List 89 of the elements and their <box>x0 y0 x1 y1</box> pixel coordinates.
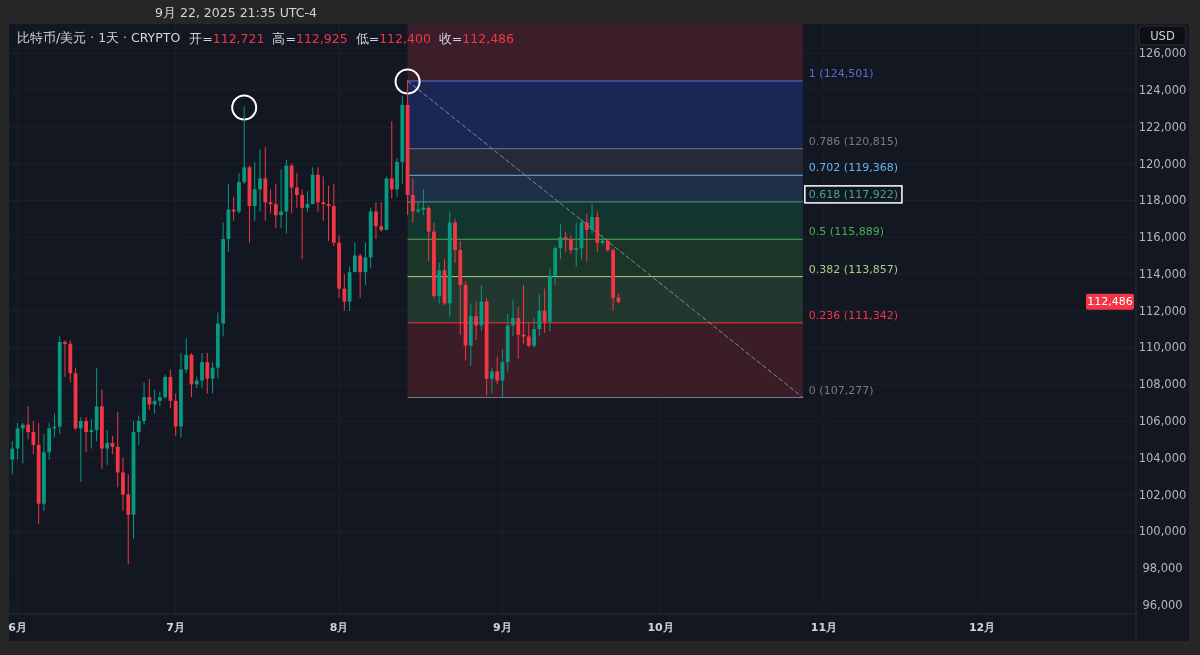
candlestick <box>84 416 88 453</box>
candlestick <box>490 367 494 394</box>
candlestick <box>352 242 357 273</box>
ref-line-label: 0 (107,277) <box>808 383 874 397</box>
y-tick-label: 120,000 <box>1138 156 1187 171</box>
y-tick-label: 98,000 <box>1142 561 1183 576</box>
candlestick <box>537 293 542 337</box>
candlestick <box>273 183 278 229</box>
text: 112,486 <box>1087 295 1133 309</box>
candlestick <box>511 299 515 337</box>
x-tick-label: 10月 <box>647 621 674 634</box>
x-tick-label: 8月 <box>329 621 349 634</box>
x-tick-label: 11月 <box>810 621 838 634</box>
candlestick <box>532 317 536 348</box>
candlestick <box>258 148 262 212</box>
y-tick-label: 108,000 <box>1138 377 1187 392</box>
candlestick <box>342 273 347 312</box>
y-tick-label: 124,000 <box>1138 83 1187 98</box>
y-tick-label: 112,000 <box>1138 303 1187 318</box>
candlestick <box>163 374 168 400</box>
candlestick <box>289 163 294 214</box>
y-tick-label: 100,000 <box>1138 524 1187 539</box>
candlestick <box>574 222 579 268</box>
candlestick <box>200 352 204 389</box>
candlestick <box>31 420 36 455</box>
candlestick <box>279 168 283 229</box>
candlestick <box>147 378 152 411</box>
candlestick <box>78 416 83 483</box>
ref-line-label: 1 (124,501) <box>808 66 874 80</box>
candlestick <box>495 356 500 385</box>
candlestick <box>63 339 67 378</box>
candlestick <box>126 473 131 565</box>
candlestick <box>157 391 162 407</box>
candlestick <box>263 146 268 222</box>
annotation: 0.618 (117,922) <box>808 187 898 201</box>
y-tick-label: 114,000 <box>1138 266 1187 281</box>
y-axis-title: USD <box>1150 28 1175 43</box>
annotation: 收=112,486 <box>438 30 515 45</box>
candlestick <box>295 172 299 209</box>
text: 比特币/美元 · 1天 · CRYPTO <box>17 30 181 45</box>
candlestick <box>569 234 573 255</box>
ref-line-label: 0.382 (113,857) <box>808 262 898 276</box>
candlestick <box>374 201 378 240</box>
candlestick <box>142 381 146 426</box>
candlestick <box>389 120 394 200</box>
annotation: 高=112,925 <box>272 30 348 45</box>
y-tick-label: 110,000 <box>1138 340 1187 355</box>
candlestick <box>321 176 326 222</box>
candlestick <box>358 253 363 299</box>
candlestick <box>584 212 589 262</box>
y-tick-label: 106,000 <box>1138 414 1187 429</box>
candlestick <box>426 205 431 262</box>
x-tick-label: 12月 <box>968 621 996 634</box>
candlestick <box>379 201 384 233</box>
candlestick <box>205 352 210 394</box>
candlestick <box>184 337 189 374</box>
y-tick-label: 118,000 <box>1138 193 1187 208</box>
candlestick <box>26 405 30 440</box>
x-tick-label: 9月 <box>493 621 512 634</box>
y-tick-label: 116,000 <box>1138 230 1187 245</box>
candlestick <box>410 177 415 223</box>
candlestick <box>10 440 15 475</box>
candlestick <box>590 203 594 235</box>
annotation: 开=112,721 <box>189 30 265 45</box>
ref-line-label: 0.702 (119,368) <box>808 161 898 175</box>
candlestick <box>421 188 426 216</box>
candlestick <box>89 418 94 450</box>
candlestick <box>479 284 484 332</box>
y-tick-label: 122,000 <box>1138 119 1187 134</box>
candlestick <box>252 161 257 222</box>
ref-line-label: 0.236 (111,342) <box>808 308 898 322</box>
y-tick-label: 104,000 <box>1138 450 1187 465</box>
candlestick <box>136 415 141 446</box>
y-tick-label: 96,000 <box>1142 597 1183 612</box>
candlestick <box>563 231 568 253</box>
candlestick <box>94 367 99 442</box>
x-tick-label: 7月 <box>166 621 186 634</box>
y-tick-label: 102,000 <box>1138 487 1187 502</box>
ref-line-label: 0.786 (120,815) <box>808 134 898 148</box>
y-tick-label: 126,000 <box>1138 46 1187 61</box>
candlestick <box>121 457 125 512</box>
ref-line-label: 0.5 (115,889) <box>808 225 884 239</box>
candlestick <box>47 422 52 461</box>
text: 9月 22, 2025 21:35 UTC-4 <box>155 4 317 20</box>
x-tick-label: 6月 <box>8 621 27 634</box>
candlestick <box>105 429 110 466</box>
candlestick <box>300 188 305 260</box>
candlestick <box>242 106 247 185</box>
annotation: 低=112,400 <box>355 30 431 45</box>
